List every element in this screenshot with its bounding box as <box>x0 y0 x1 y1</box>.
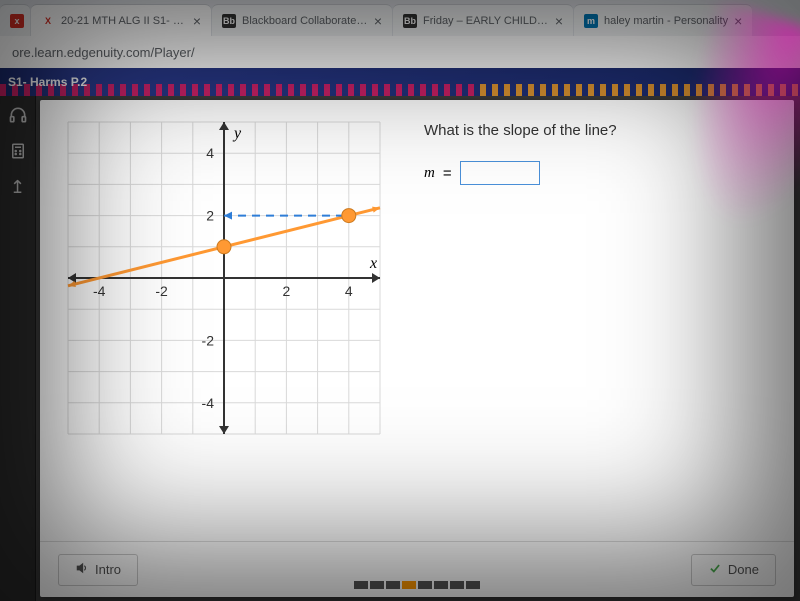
url-text: ore.learn.edgenuity.com/Player/ <box>12 45 195 60</box>
intro-label: Intro <box>95 562 121 577</box>
tab-favicon-icon: Bb <box>403 14 417 28</box>
svg-text:4: 4 <box>206 145 214 161</box>
course-title: S1- Harms P.2 <box>8 75 87 89</box>
slope-input[interactable] <box>460 161 540 185</box>
progress-segment[interactable] <box>354 581 368 589</box>
tab-favicon-icon: m <box>584 14 598 28</box>
tab-label: Blackboard Collaborate Ult <box>242 15 368 27</box>
decorative-dots <box>0 84 800 96</box>
tab-close-icon[interactable]: × <box>374 13 382 29</box>
svg-text:2: 2 <box>283 283 291 299</box>
answer-row: m = <box>424 161 770 185</box>
left-toolbar: ↥ <box>0 96 36 601</box>
svg-text:y: y <box>232 125 242 142</box>
tab-label: 20-21 MTH ALG II S1- Harm <box>61 15 187 27</box>
progress-segment[interactable] <box>402 581 416 589</box>
calculator-icon[interactable] <box>7 140 29 162</box>
speaker-icon <box>75 561 89 578</box>
progress-segment[interactable] <box>466 581 480 589</box>
tab-favicon-icon: Bb <box>222 14 236 28</box>
svg-text:-2: -2 <box>202 332 215 348</box>
browser-tab[interactable]: Bb Friday – EARLY CHILDHOO × <box>393 4 573 36</box>
browser-tab[interactable]: X 20-21 MTH ALG II S1- Harm × <box>31 4 211 36</box>
intro-button[interactable]: Intro <box>58 554 138 586</box>
graph: -4-224-4-224xy <box>64 118 384 438</box>
card-footer: Intro Done <box>40 541 794 597</box>
content-card: -4-224-4-224xy What is the slope of the … <box>40 100 794 597</box>
headphones-icon[interactable] <box>7 104 29 126</box>
equals-label: = <box>443 165 452 182</box>
card-body: -4-224-4-224xy What is the slope of the … <box>40 100 794 541</box>
variable-label: m <box>424 165 435 182</box>
app-shell: ↥ -4-224-4-224xy What is the slope of th… <box>0 96 800 601</box>
browser-tab[interactable]: x× <box>0 4 30 36</box>
browser-tab[interactable]: Bb Blackboard Collaborate Ult × <box>212 4 392 36</box>
question-area: What is the slope of the line? m = <box>424 118 770 533</box>
question-prompt: What is the slope of the line? <box>424 122 770 139</box>
svg-text:-4: -4 <box>93 283 106 299</box>
tab-close-icon[interactable]: × <box>734 13 742 29</box>
tab-close-icon[interactable]: × <box>193 13 201 29</box>
svg-text:-2: -2 <box>155 283 168 299</box>
progress-segment[interactable] <box>434 581 448 589</box>
tab-favicon-icon: X <box>41 14 55 28</box>
progress-segment[interactable] <box>450 581 464 589</box>
progress-indicator <box>354 581 480 591</box>
tab-label: haley martin - Personality <box>604 15 728 27</box>
svg-text:x: x <box>369 255 377 272</box>
progress-segment[interactable] <box>386 581 400 589</box>
up-arrow-icon[interactable]: ↥ <box>7 176 29 198</box>
svg-text:-4: -4 <box>202 395 215 411</box>
course-title-bar: S1- Harms P.2 <box>0 68 800 96</box>
browser-tabs: x×X20-21 MTH ALG II S1- Harm×BbBlackboar… <box>0 0 800 36</box>
tab-close-icon[interactable]: × <box>555 13 563 29</box>
progress-segment[interactable] <box>370 581 384 589</box>
browser-tab[interactable]: m haley martin - Personality × <box>574 4 752 36</box>
tab-favicon-icon: x <box>10 14 24 28</box>
progress-segment[interactable] <box>418 581 432 589</box>
done-label: Done <box>728 562 759 577</box>
address-bar[interactable]: ore.learn.edgenuity.com/Player/ <box>0 36 800 68</box>
svg-text:2: 2 <box>206 208 214 224</box>
tab-label: Friday – EARLY CHILDHOO <box>423 15 549 27</box>
svg-text:4: 4 <box>345 283 353 299</box>
done-button[interactable]: Done <box>691 554 776 586</box>
check-icon <box>708 561 722 578</box>
